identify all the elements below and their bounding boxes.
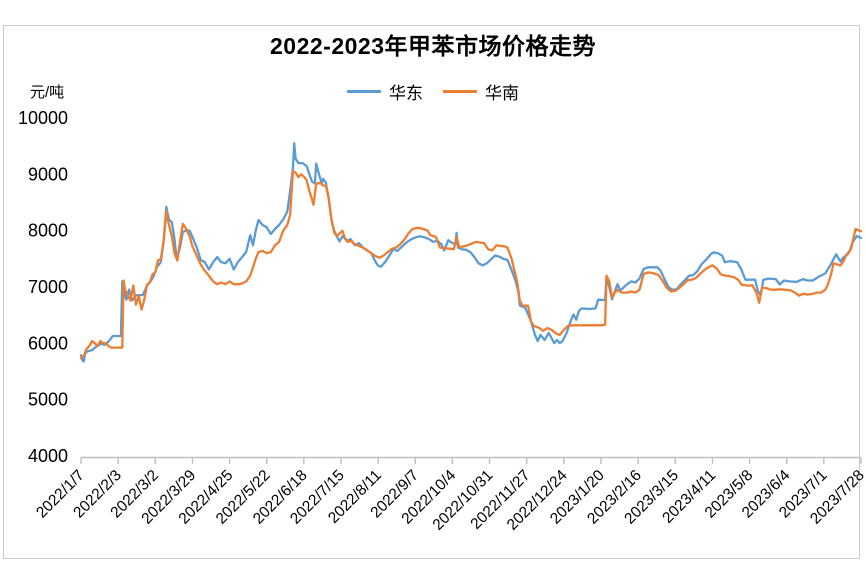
legend-label-huadong: 华东 bbox=[389, 84, 423, 103]
huanan-line-swatch bbox=[443, 90, 477, 93]
legend-item-huadong: 华东 bbox=[347, 79, 423, 104]
chart-title: 2022-2023年甲苯市场价格走势 bbox=[270, 33, 596, 59]
chart-frame bbox=[3, 25, 860, 559]
legend-item-huanan: 华南 bbox=[443, 79, 519, 104]
legend-label-huanan: 华南 bbox=[485, 84, 519, 103]
y-axis-unit-label: 元/吨 bbox=[30, 84, 65, 101]
chart-legend: 华东 华南 bbox=[0, 79, 866, 104]
huadong-line-swatch bbox=[347, 90, 381, 93]
